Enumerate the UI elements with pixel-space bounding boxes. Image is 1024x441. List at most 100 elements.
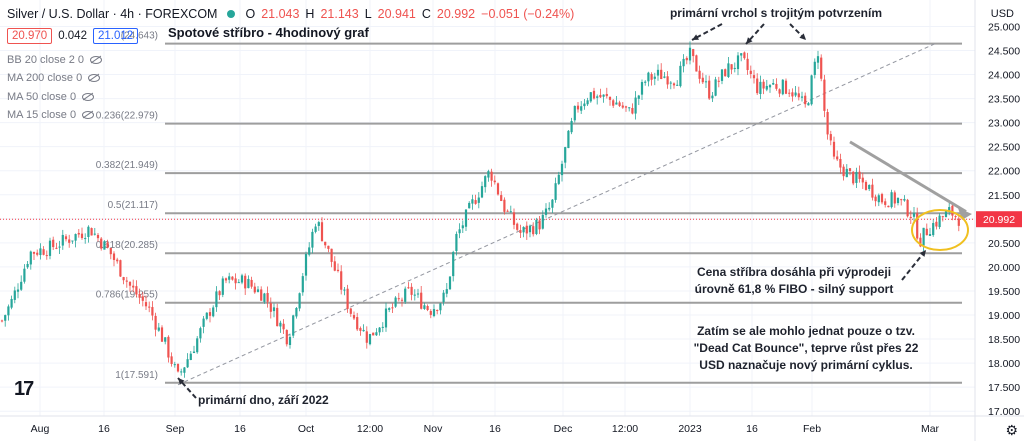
candle-body [442,292,445,303]
candle-body [487,171,490,178]
candle-body [791,92,794,97]
candle-body [352,315,356,319]
candle-body [432,309,436,317]
candle-body [464,209,468,227]
hidden-eye-icon[interactable] [82,111,95,119]
support-highlight-ellipse [911,209,969,251]
candle-body [240,275,244,283]
candle-body [128,281,132,286]
candle-body [884,201,887,205]
candle-body [640,82,644,95]
candle-body [583,103,586,107]
hidden-eye-icon[interactable] [88,74,101,82]
buy-button[interactable]: 21.012 [92,28,139,44]
annotation-peak: primární vrchol s trojitým potvrzením [670,6,882,20]
x-tick-label: Oct [298,423,314,435]
indicator-row[interactable]: MA 15 close 0 [7,109,95,121]
candle-body [7,306,10,316]
indicator-row[interactable]: MA 200 close 0 [7,72,101,84]
candle-body [906,199,909,217]
candle-body [765,85,768,90]
candle-body [74,234,77,241]
resistance-arrow-line [849,140,967,213]
candle-body [509,211,512,213]
candle-body [772,83,775,85]
candle-body [55,247,58,249]
hidden-eye-icon[interactable] [82,93,95,101]
candle-body [634,97,637,114]
candle-body [426,306,429,311]
candle-body [727,63,730,77]
candle-body [247,278,250,289]
candle-body [458,229,461,234]
candle-body [157,327,160,331]
candle-body [573,106,576,121]
candle-body [544,208,548,215]
candle-body [688,47,692,61]
symbol-title[interactable]: Silver / U.S. Dollar · 4h · FOREXCOM [7,7,218,21]
buy-sell-box: 20.970 0.042 21.012 [7,28,139,44]
candle-body [231,276,234,280]
candle-body [564,147,567,163]
candle-body [775,83,778,89]
candle-body [493,180,496,183]
candle-body [368,334,372,345]
candle-body [90,228,93,236]
candle-body [138,293,141,298]
candle-body [685,57,688,61]
candle-body [100,238,103,249]
candle-body [452,252,455,277]
fib-level-label: 0.786(19.255) [96,290,158,301]
gear-icon[interactable]: ⚙ [1005,422,1018,438]
candle-body [61,234,64,246]
candle-body [621,105,624,108]
indicator-row[interactable]: MA 50 close 0 [7,91,95,103]
symbol-header: Silver / U.S. Dollar · 4h · FOREXCOM O 21… [7,7,575,21]
y-tick-label: 25.000 [988,21,1020,33]
candle-body [720,69,724,81]
y-tick-label: 21.500 [988,190,1020,202]
candle-body [176,363,180,372]
candle-body [708,80,711,99]
sell-button[interactable]: 20.970 [7,28,53,44]
candle-body [356,317,359,330]
candle-body [215,291,218,308]
candle-body [637,95,640,99]
market-open-dot [227,10,236,18]
candle-body [532,226,535,235]
candle-body [925,228,928,236]
candle-body [922,227,925,246]
candle-body [570,121,573,133]
candle-body [189,353,192,360]
candle-body [797,93,800,98]
x-tick-label: Mar [921,423,940,435]
candle-body [324,241,327,246]
indicator-row[interactable]: BB 20 close 2 0 [7,54,103,66]
currency-label[interactable]: USD [990,8,1014,20]
candle-body [660,69,663,80]
candle-body [52,239,55,248]
candle-body [653,76,656,79]
candle-body [954,216,957,218]
tradingview-logo[interactable]: 17 [14,378,34,400]
candle-body [308,247,311,255]
candle-body [183,367,186,373]
y-tick-label: 17.500 [988,382,1020,394]
fibo-arrow-line [901,249,927,281]
candle-body [909,216,912,218]
candle-body [567,130,570,149]
candle-body [852,171,855,184]
candle-body [538,220,541,230]
candle-body [666,76,669,85]
candle-body [237,282,240,284]
candle-body [234,278,237,284]
candle-body [480,186,484,198]
x-tick-label: 16 [98,423,110,435]
hidden-eye-icon[interactable] [90,56,103,64]
annotation-bottom: primární dno, září 2022 [198,393,329,407]
candle-body [500,195,503,202]
candle-body [820,57,823,79]
indicator-label: MA 50 close 0 [7,91,77,103]
fib-level-label: 0.236(22.979) [96,111,158,122]
